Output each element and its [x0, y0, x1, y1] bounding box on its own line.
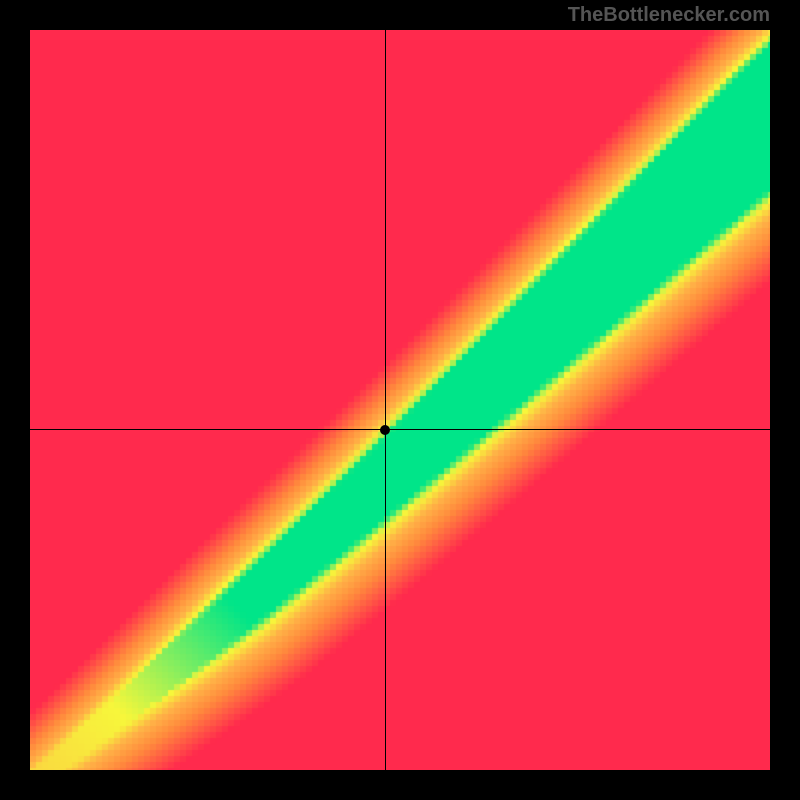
heatmap-plot	[30, 30, 770, 770]
frame-right	[770, 0, 800, 800]
frame-bottom	[0, 770, 800, 800]
watermark-text: TheBottlenecker.com	[568, 4, 770, 27]
crosshair-horizontal	[30, 429, 770, 430]
frame-left	[0, 0, 30, 800]
crosshair-vertical	[385, 30, 386, 770]
crosshair-marker	[380, 425, 390, 435]
heatmap-canvas	[30, 30, 770, 770]
